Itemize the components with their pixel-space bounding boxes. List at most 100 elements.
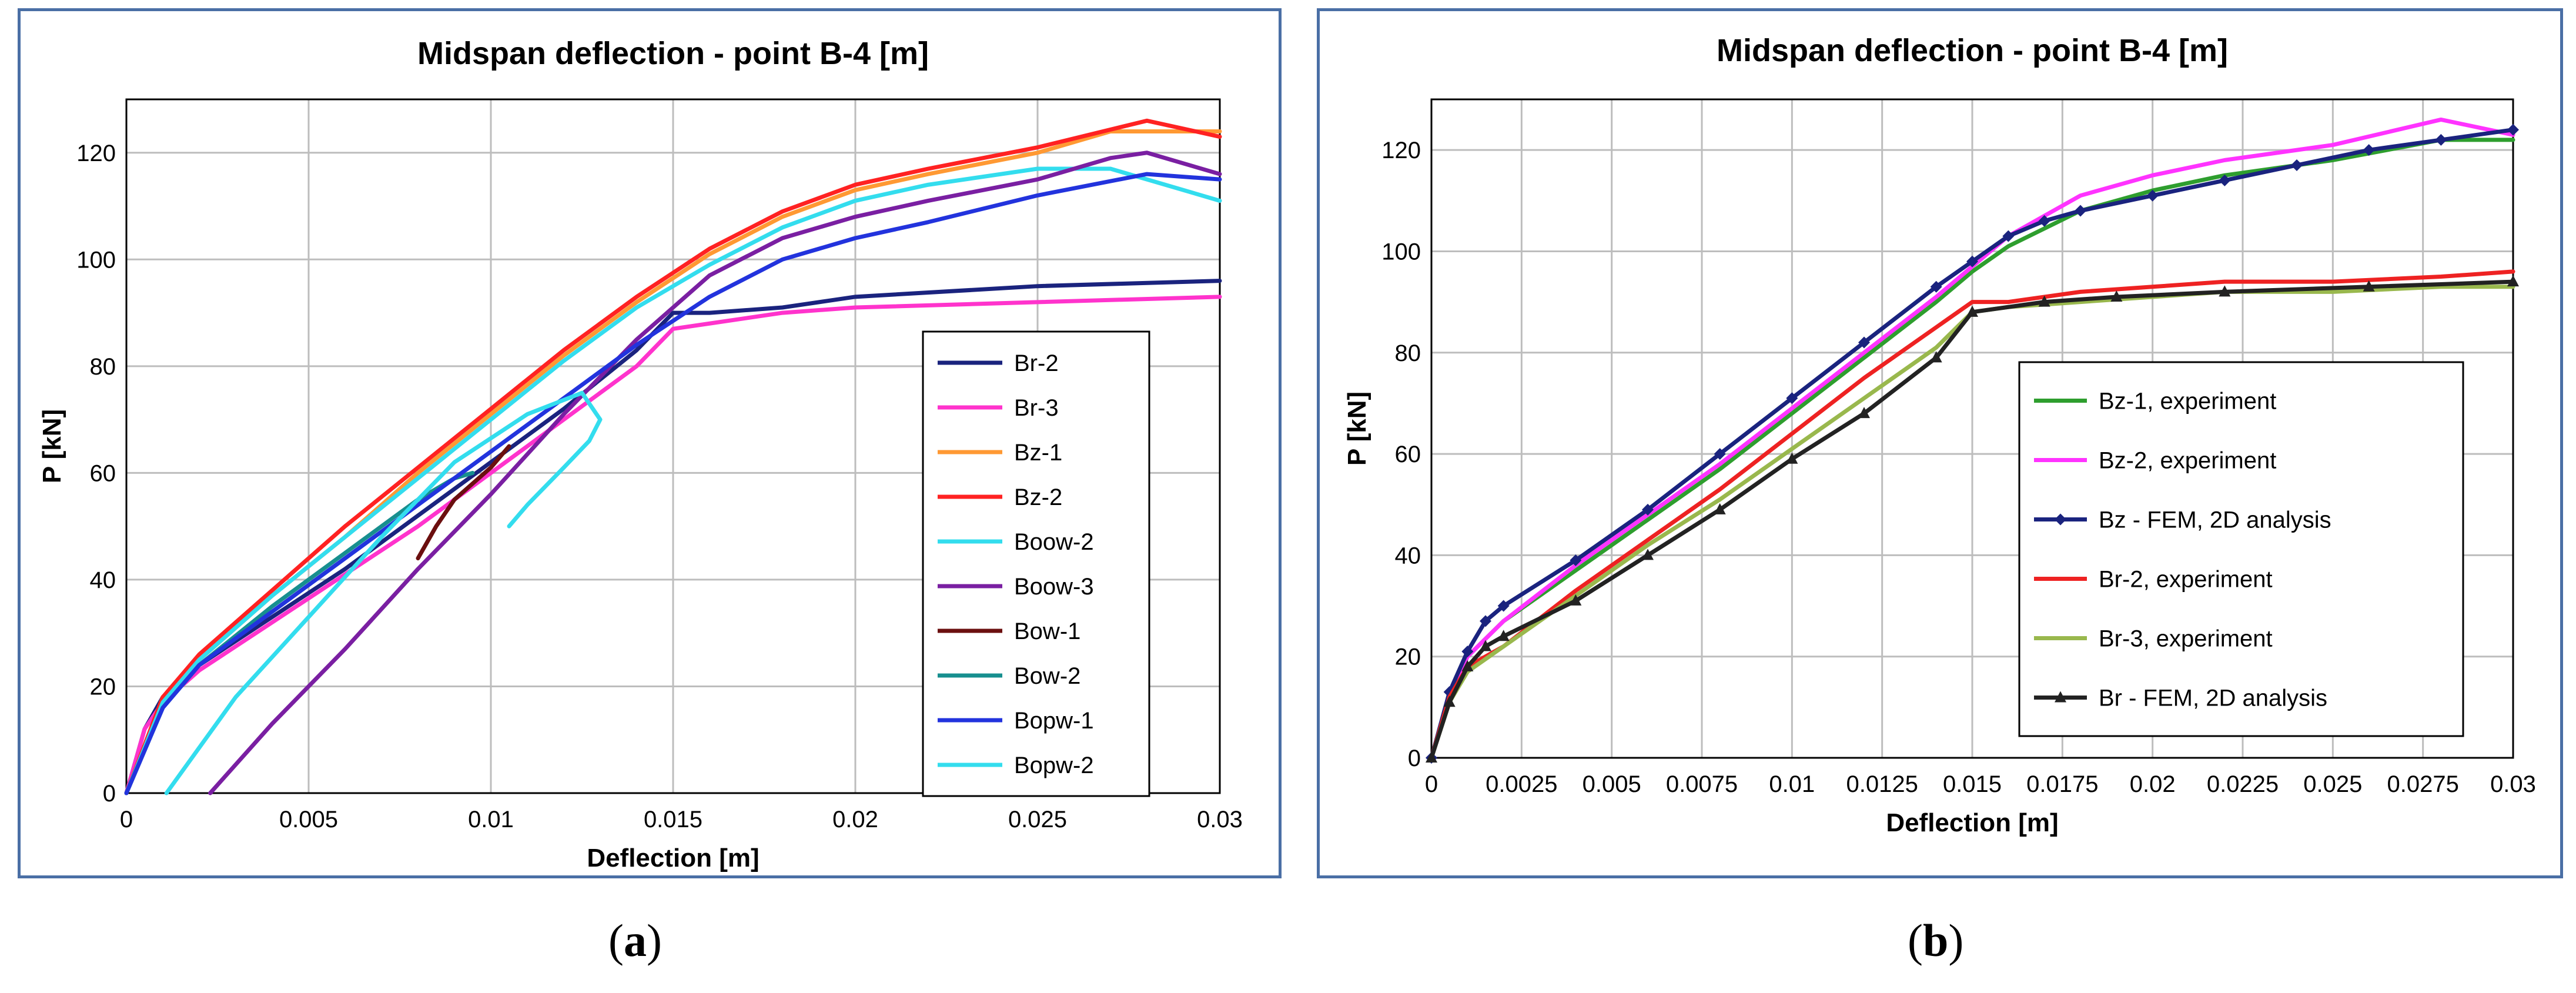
chart-b-xtick-label: 0.025 [2303, 771, 2362, 797]
chart-b-marker-bz-fem-2d-analysis [2507, 123, 2519, 136]
chart-b-x-axis-label: Deflection [m] [1886, 808, 2058, 837]
chart-a-legend-label-br-2: Br-2 [1014, 350, 1059, 376]
chart-b-marker-br-fem-2d-analysis [2110, 290, 2123, 302]
caption-a-letter: a [623, 915, 647, 966]
chart-b-legend-label-bz-fem-2d-analysis: Bz - FEM, 2D analysis [2099, 507, 2331, 533]
chart-a-ytick-label: 100 [76, 247, 116, 273]
chart-b-xtick-label: 0.0225 [2207, 771, 2279, 797]
chart-b-marker-bz-fem-2d-analysis [1714, 448, 1726, 460]
chart-b-marker-br-fem-2d-analysis [1480, 640, 1491, 651]
chart-a-series-bopw-1 [124, 172, 1222, 795]
chart-b-y-axis-label: P [kN] [1343, 392, 1371, 466]
chart-b-marker-bz-fem-2d-analysis [1930, 280, 1942, 293]
chart-b-marker-br-fem-2d-analysis [1570, 594, 1582, 606]
caption-b: (b) [1908, 915, 1964, 966]
chart-a-series-boow-3 [208, 151, 1222, 795]
chart-b-marker-bz-fem-2d-analysis [2219, 174, 2231, 186]
chart-b-marker-br-fem-2d-analysis [1786, 452, 1798, 464]
chart-b-xtick-label: 0.0025 [1486, 771, 1557, 797]
chart-b-marker-bz-fem-2d-analysis [2075, 205, 2086, 217]
chart-b-legend-marker-bz-fem-2d-analysis [2055, 513, 2066, 526]
chart-b-marker-bz-fem-2d-analysis [2146, 189, 2159, 202]
chart-b-ytick-label: 20 [1395, 644, 1421, 670]
chart-panel-a: Midspan deflection - point B-4 [m] 0 20 40 6… [18, 8, 1282, 878]
chart-b-plot-area [1430, 98, 2514, 759]
chart-b-marker-bz-fem-2d-analysis [1461, 646, 1474, 658]
chart-b-legend [2018, 361, 2464, 737]
chart-a-title: Midspan deflection - point B-4 [m] [417, 36, 929, 71]
chart-b-marker-bz-fem-2d-analysis [2435, 133, 2447, 146]
chart-b-marker-bz-fem-2d-analysis [1642, 503, 1654, 516]
chart-b-legend-label-br-2-experiment: Br-2, experiment [2099, 567, 2273, 593]
chart-b-marker-bz-fem-2d-analysis [2363, 144, 2375, 156]
chart-a-series-bz-2 [124, 118, 1222, 795]
chart-b-xtick-label: 0 [1425, 771, 1438, 797]
chart-b-marker-bz-fem-2d-analysis [1966, 255, 1978, 268]
chart-b-xtick-label: 0.01 [1769, 771, 1815, 797]
chart-b-marker-bz-fem-2d-analysis [2038, 215, 2050, 227]
chart-a-xtick-label: 0.03 [1197, 807, 1243, 832]
chart-b-marker-bz-fem-2d-analysis [1786, 392, 1798, 404]
chart-b-legend-label-bz-1-experiment: Bz-1, experiment [2099, 389, 2276, 414]
chart-b-marker-br-fem-2d-analysis [1642, 549, 1654, 560]
chart-b-xtick-label: 0.03 [2490, 771, 2536, 797]
chart-b-marker-br-fem-2d-analysis [1497, 630, 1510, 641]
chart-b-marker-bz-fem-2d-analysis [2002, 230, 2015, 242]
chart-a-legend-label-bz-1: Bz-1 [1014, 440, 1062, 466]
chart-b-ytick-label: 80 [1395, 340, 1421, 366]
chart-a-legend-label-boow-2: Boow-2 [1014, 529, 1094, 555]
chart-a-legend-label-bz-2: Bz-2 [1014, 484, 1062, 510]
chart-a-xtick-label: 0.025 [1008, 807, 1067, 832]
chart-a-series-bopw-2 [164, 390, 603, 795]
chart-a-legend-label-bow-1: Bow-1 [1014, 618, 1080, 644]
chart-a-y-axis-label: P [kN] [38, 409, 66, 483]
chart-a-ytick-label: 60 [90, 460, 116, 486]
chart-a-x-axis-label: Deflection [m] [587, 844, 759, 872]
caption-a: (a) [608, 915, 662, 966]
chart-a-legend-label-bopw-1: Bopw-1 [1014, 708, 1094, 734]
chart-a-ytick-label: 20 [90, 674, 116, 700]
chart-a-legend-label-br-3: Br-3 [1014, 395, 1059, 421]
chart-a-ytick-label: 120 [76, 141, 116, 166]
chart-a-svg: Midspan deflection - point B-4 [m] 0 20 40 6… [38, 36, 1243, 872]
chart-a-series-boow-2 [124, 166, 1222, 795]
chart-b-svg: Midspan deflection - point B-4 [m] 0 20 40 6… [1343, 33, 2536, 837]
chart-b-marker-br-fem-2d-analysis [2363, 280, 2375, 292]
chart-b-ytick-label: 120 [1381, 138, 1421, 163]
chart-b-marker-bz-fem-2d-analysis [2291, 159, 2303, 171]
chart-a-series-bow-2 [124, 470, 475, 795]
chart-b-marker-bz-fem-2d-analysis [1443, 686, 1456, 698]
chart-b-marker-br-fem-2d-analysis [2219, 285, 2231, 297]
chart-b-ytick-label: 100 [1381, 239, 1421, 265]
chart-a-legend-label-bow-2: Bow-2 [1014, 663, 1080, 689]
chart-b-xtick-label: 0.005 [1583, 771, 1641, 797]
chart-b-marker-bz-fem-2d-analysis [1497, 600, 1510, 612]
chart-b-xtick-label: 0.015 [1943, 771, 2002, 797]
chart-b-marker-br-fem-2d-analysis [1443, 696, 1456, 707]
chart-b-legend-label-bz-2-experiment: Bz-2, experiment [2099, 448, 2276, 474]
chart-b-marker-br-fem-2d-analysis [2038, 295, 2050, 307]
chart-b-legend-marker-br-fem-2d-analysis [2055, 691, 2066, 703]
chart-b-marker-bz-fem-2d-analysis [1480, 615, 1491, 627]
chart-b-marker-br-fem-2d-analysis [1966, 305, 1978, 317]
chart-b-xtick-label: 0.0125 [1846, 771, 1918, 797]
chart-b-xtick-label: 0.0075 [1666, 771, 1738, 797]
chart-b-marker-br-fem-2d-analysis [1714, 503, 1726, 514]
chart-b-xtick-label: 0.0275 [2387, 771, 2458, 797]
chart-a-xtick-label: 0.01 [468, 807, 514, 832]
chart-b-marker-bz-fem-2d-analysis [1858, 336, 1870, 349]
chart-a-legend-label-boow-3: Boow-3 [1014, 574, 1094, 600]
chart-a-xtick-label: 0.02 [832, 807, 878, 832]
chart-b-marker-bz-fem-2d-analysis [1570, 554, 1582, 566]
caption-b-letter: b [1922, 915, 1949, 966]
chart-b-marker-br-fem-2d-analysis [1858, 407, 1870, 419]
chart-b-ytick-label: 40 [1395, 543, 1421, 569]
chart-a-xtick-label: 0 [120, 807, 133, 832]
chart-b-xtick-label: 0.0175 [2026, 771, 2098, 797]
chart-a-ytick-label: 0 [103, 781, 116, 807]
chart-a-xtick-label: 0.005 [279, 807, 338, 832]
chart-a-plot-area [125, 98, 1221, 794]
chart-b-marker-br-fem-2d-analysis [1930, 351, 1942, 363]
chart-b-marker-br-fem-2d-analysis [1461, 660, 1474, 671]
chart-a-xtick-label: 0.015 [644, 807, 702, 832]
